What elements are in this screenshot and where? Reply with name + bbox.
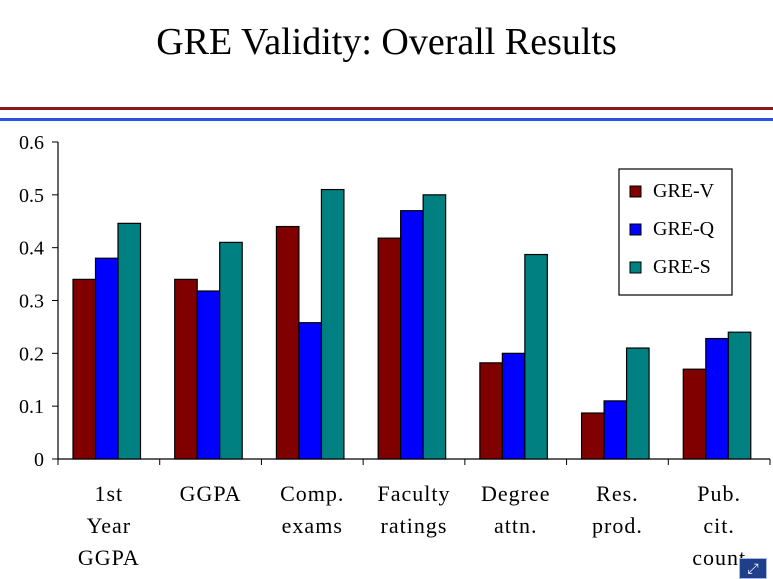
x-tick-label: prod. xyxy=(592,513,643,538)
bar-gre-q-5 xyxy=(603,400,628,460)
bar-gre-s-3 xyxy=(422,194,447,460)
bar-gre-s-5 xyxy=(625,347,650,460)
bar-gre-q-6 xyxy=(705,337,729,460)
y-tick-label: 0 xyxy=(34,449,44,471)
y-tick-label: 0.3 xyxy=(19,291,44,313)
x-tick-label: GGPA xyxy=(78,545,140,570)
bar-gre-s-2 xyxy=(320,188,345,460)
bar-gre-q-1 xyxy=(196,290,221,460)
x-tick-label: Faculty xyxy=(378,481,451,506)
bar-gre-v-5 xyxy=(580,412,605,460)
bar-gre-s-4 xyxy=(524,253,548,460)
bar-gre-s-0 xyxy=(117,222,142,460)
title-rule-blue xyxy=(0,118,773,121)
bar-gre-s-1 xyxy=(219,241,243,460)
bar-gre-v-1 xyxy=(174,278,198,460)
x-tick-label: GGPA xyxy=(180,481,242,506)
x-tick-label: cit. xyxy=(703,513,735,538)
x-tick-label: Comp. xyxy=(280,481,344,506)
y-tick-label: 0.5 xyxy=(19,185,44,207)
expand-icon[interactable]: ⤢ xyxy=(739,558,767,579)
y-tick-label: 0.6 xyxy=(19,132,44,154)
bar-gre-q-0 xyxy=(94,257,119,460)
legend-label: GRE-V xyxy=(653,180,715,202)
bar-gre-q-2 xyxy=(298,322,323,460)
bar-gre-s-6 xyxy=(727,331,752,460)
x-tick-label: Pub. xyxy=(697,481,741,506)
y-tick-label: 0.2 xyxy=(19,343,44,365)
bar-gre-v-2 xyxy=(275,225,300,460)
x-tick-label: count xyxy=(692,545,746,570)
x-tick-label: Degree xyxy=(481,481,551,506)
legend-swatch xyxy=(629,261,642,274)
x-tick-label: 1st xyxy=(95,481,124,506)
x-tick-label: Year xyxy=(87,513,132,538)
bar-gre-v-4 xyxy=(479,362,503,460)
bar-gre-q-4 xyxy=(501,352,526,460)
bar-gre-v-6 xyxy=(682,368,707,460)
x-tick-label: Res. xyxy=(596,481,639,506)
y-tick-label: 0.4 xyxy=(19,238,44,260)
bar-gre-v-3 xyxy=(377,237,402,460)
slide-title: GRE Validity: Overall Results xyxy=(156,21,617,63)
legend-swatch xyxy=(629,185,642,198)
legend-swatch xyxy=(629,223,642,236)
x-tick-label: attn. xyxy=(494,513,538,538)
bar-gre-v-0 xyxy=(72,278,97,460)
bar-gre-q-3 xyxy=(400,210,424,460)
legend-label: GRE-Q xyxy=(653,218,715,240)
x-tick-label: ratings xyxy=(381,513,448,538)
legend-label: GRE-S xyxy=(653,256,711,278)
x-tick-label: exams xyxy=(282,513,343,538)
title-rule-red xyxy=(0,107,773,110)
y-tick-label: 0.1 xyxy=(19,396,44,418)
